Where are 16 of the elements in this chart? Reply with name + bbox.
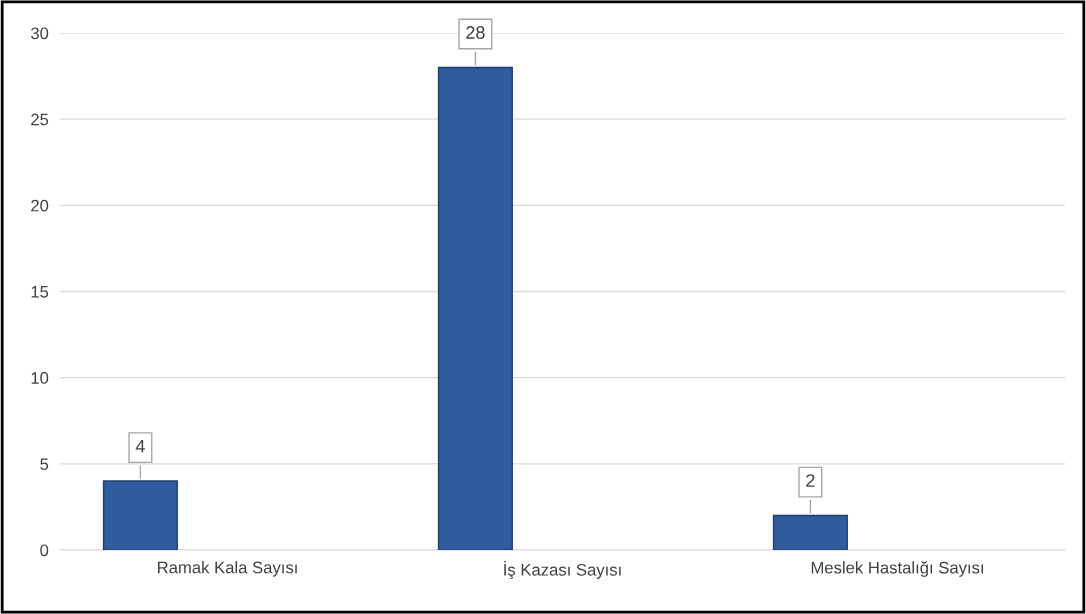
- data-label: 28: [466, 26, 485, 39]
- y-tick-label: 25: [31, 113, 49, 126]
- y-tick-label: 15: [31, 286, 49, 298]
- bar: [437, 66, 513, 550]
- y-tick-label: 10: [31, 372, 49, 384]
- data-label: 2: [806, 474, 815, 487]
- x-tick-label: İş Kazası Sayısı: [504, 561, 621, 580]
- bar: [772, 514, 848, 550]
- x-tick-label: Ramak Kala Sayısı: [158, 561, 297, 577]
- bar: [102, 480, 178, 550]
- data-label: 4: [135, 439, 145, 453]
- y-tick-label: 5: [40, 458, 49, 471]
- y-tick-label: 0: [40, 544, 49, 557]
- y-tick-label: 30: [30, 27, 49, 40]
- y-tick-label: 20: [31, 199, 49, 212]
- x-tick-label: Meslek Hastalığı Sayısı: [811, 561, 983, 577]
